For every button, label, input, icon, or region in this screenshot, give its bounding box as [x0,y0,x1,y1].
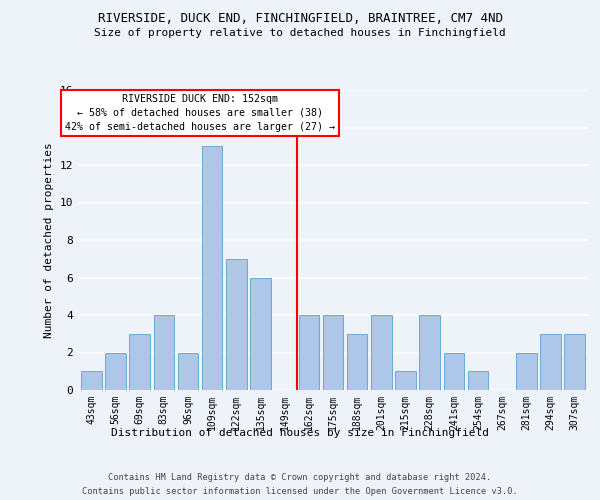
Bar [105,352,126,390]
Y-axis label: Number of detached properties: Number of detached properties [44,142,54,338]
Text: Contains HM Land Registry data © Crown copyright and database right 2024.: Contains HM Land Registry data © Crown c… [109,472,491,482]
Text: Distribution of detached houses by size in Finchingfield: Distribution of detached houses by size … [111,428,489,438]
Bar [540,334,561,390]
Bar [299,315,319,390]
Bar [468,371,488,390]
Text: Contains public sector information licensed under the Open Government Licence v3: Contains public sector information licen… [82,488,518,496]
Bar [395,371,416,390]
Bar [130,334,150,390]
Bar [565,334,585,390]
Bar [443,352,464,390]
Bar [178,352,198,390]
Bar [81,371,101,390]
Bar [226,259,247,390]
Text: RIVERSIDE, DUCK END, FINCHINGFIELD, BRAINTREE, CM7 4ND: RIVERSIDE, DUCK END, FINCHINGFIELD, BRAI… [97,12,503,26]
Bar [516,352,536,390]
Bar [250,278,271,390]
Text: RIVERSIDE DUCK END: 152sqm
← 58% of detached houses are smaller (38)
42% of semi: RIVERSIDE DUCK END: 152sqm ← 58% of deta… [65,94,335,132]
Bar [371,315,392,390]
Text: Size of property relative to detached houses in Finchingfield: Size of property relative to detached ho… [94,28,506,38]
Bar [154,315,174,390]
Bar [202,146,223,390]
Bar [419,315,440,390]
Bar [323,315,343,390]
Bar [347,334,367,390]
